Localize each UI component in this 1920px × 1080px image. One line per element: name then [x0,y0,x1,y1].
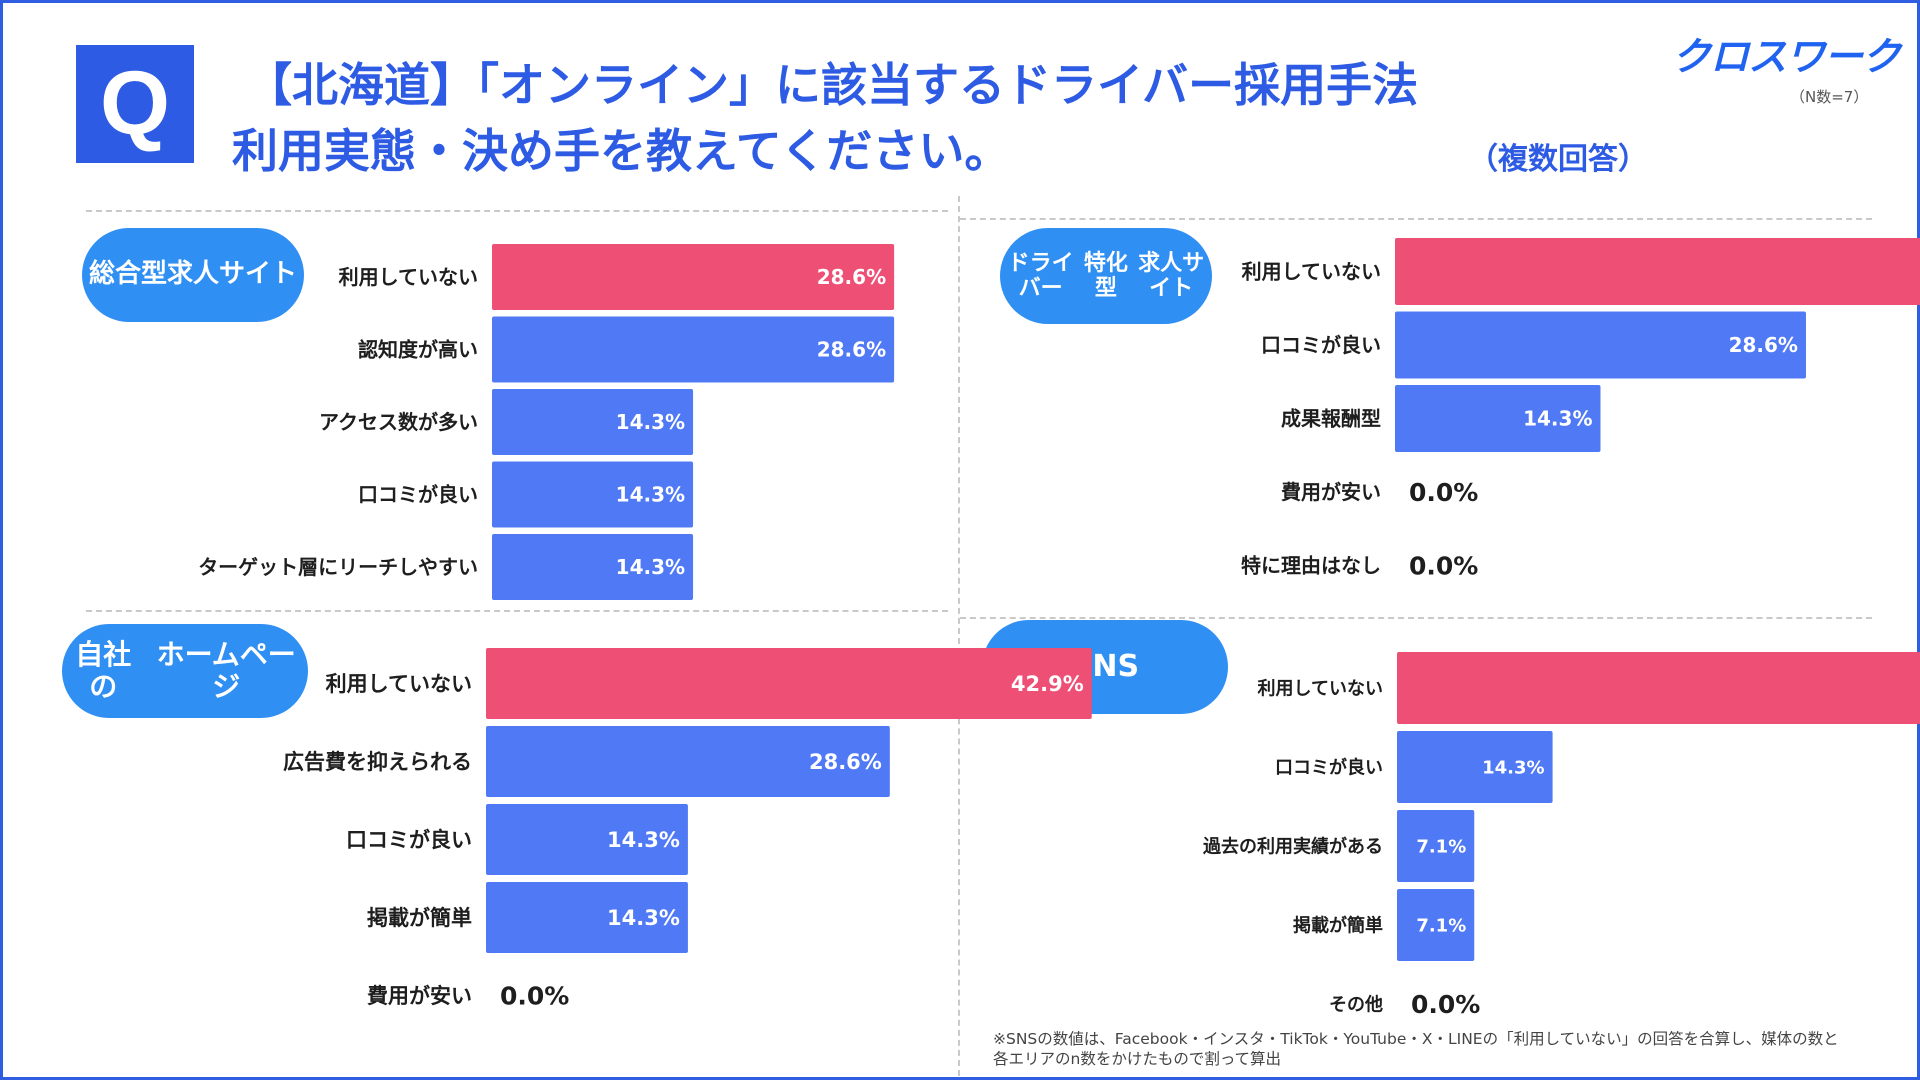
value-label: 0.0% [500,982,569,1011]
divider-top-right [960,218,1872,220]
value-label: 14.3% [607,906,680,930]
chart-general-job-site: 利用していない 28.6% 認知度が高い 28.6% アクセス数が多い 14.3% 口コミが… [198,244,895,600]
q-badge: Q [76,45,194,163]
bar [1397,810,1475,882]
bar [1395,385,1601,452]
divider-top-left [86,210,948,212]
category-label: 口コミが良い [346,828,472,852]
bar [492,534,694,600]
value-label: 42.9% [1011,672,1084,696]
panel-label-general-job-site: 総合型 求人サイト [82,228,304,322]
page-title: 【北海道】「オンライン」に該当するドライバー採用手法 利用実態・決め手を教えてく… [232,52,1418,184]
pill-line: ドライバー [1007,250,1074,301]
category-label: 特に理由はなし [1241,554,1381,578]
chart-driver-job-site: 利用していない57.1%口コミが良い28.6%成果報酬型14.3%費用が安い0.… [1241,238,1920,581]
pill-line: 求人サイト [1138,250,1205,301]
category-label: 口コミが良い [1275,756,1383,778]
divider-mid-right [960,617,1872,619]
value-label: 0.0% [1409,552,1478,581]
category-label: 口コミが良い [358,483,478,507]
value-label: 14.3% [616,555,685,579]
value-label: 7.1% [1416,915,1466,936]
chart-sns: 利用していない71.4%口コミが良い14.3%過去の利用実績がある7.1%掲載が… [1203,652,1920,1019]
category-label: 利用していない [1242,260,1381,284]
value-label: 14.3% [616,410,685,434]
pill-line: 自社の [75,637,132,703]
category-label: 広告費を抑えられる [283,750,472,774]
bar [1395,238,1920,305]
bar [486,882,688,953]
divider-mid-left [86,610,948,612]
pill-line: 求人サイト [167,259,298,290]
bar [492,389,694,455]
category-label: 利用していない [1258,677,1383,699]
value-label: 0.0% [1409,478,1478,507]
value-label: 28.6% [809,750,882,774]
category-label: 利用していない [339,265,478,289]
value-label: 28.6% [817,265,886,289]
brand-logo: クロスワーク [1672,35,1901,80]
panel-label-driver-job-site: ドライバー 特化型 求人サイト [1000,228,1212,324]
bar [492,316,895,383]
pill-line: 総合型 [88,259,167,290]
value-label: 7.1% [1416,836,1466,857]
value-label: 14.3% [1482,757,1544,778]
category-label: 掲載が簡単 [367,906,472,930]
footnote-line-1: ※SNSの数値は、Facebook・インスタ・TikTok・YouTube・X・… [993,1030,1839,1048]
category-label: 過去の利用実績がある [1203,835,1383,857]
title-line-2: 利用実態・決め手を教えてください。 [232,124,1011,178]
chart-company-homepage: 利用していない 42.9% 広告費を抑えられる 28.6% 口コミが良い 14.3% 掲載が… [283,648,1092,1011]
panel-label-company-homepage: 自社の ホームページ [62,624,308,718]
value-label: 14.3% [1523,407,1592,431]
footnote: ※SNSの数値は、Facebook・インスタ・TikTok・YouTube・X・… [993,1029,1839,1069]
bar [492,461,694,528]
value-label: 14.3% [607,828,680,852]
pill-line: ホームページ [156,637,296,703]
bar [486,648,1092,719]
bar [1397,889,1475,961]
category-label: その他 [1329,993,1383,1015]
category-label: 費用が安い [1281,480,1381,504]
bar [1397,731,1553,803]
bar [492,244,895,310]
category-label: 費用が安い [367,984,472,1008]
footnote-line-2: 各エリアのn数をかけたもので割って算出 [993,1050,1282,1068]
category-label: 掲載が簡単 [1293,914,1383,936]
category-label: 認知度が高い [358,338,478,362]
bar [1395,311,1806,379]
category-label: 利用していない [326,672,472,696]
category-label: 口コミが良い [1261,333,1381,357]
category-label: アクセス数が多い [319,410,478,434]
value-label: 28.6% [817,338,886,362]
multiple-answer-note: （複数回答） [1468,142,1648,177]
pill-line: 特化型 [1083,250,1128,301]
sample-size-note: （N数=7） [1790,88,1869,106]
bar [486,804,688,875]
category-label: ターゲット層にリーチしやすい [198,555,478,579]
title-line-1: 【北海道】「オンライン」に該当するドライバー採用手法 [246,58,1419,112]
bar [1397,652,1920,724]
divider-vertical [958,196,960,1076]
value-label: 0.0% [1411,990,1480,1019]
category-label: 成果報酬型 [1281,407,1381,431]
value-label: 28.6% [1729,333,1798,357]
value-label: 14.3% [616,483,685,507]
bar [486,726,890,797]
